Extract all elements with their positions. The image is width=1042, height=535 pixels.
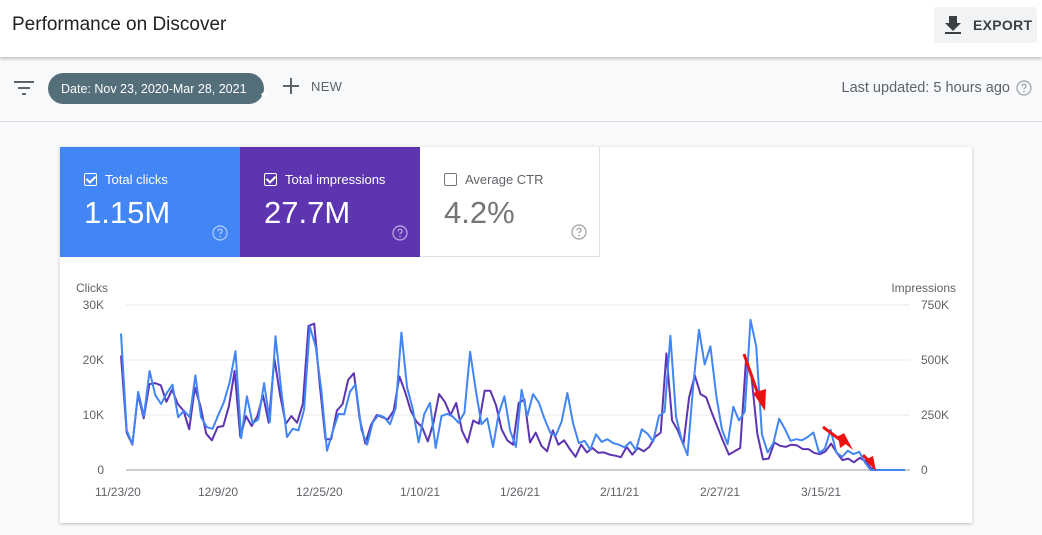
red-arrow-icon — [861, 453, 876, 471]
left-tick: 0 — [97, 463, 104, 477]
right-tick: 250K — [921, 408, 950, 422]
right-tick: 500K — [921, 353, 950, 367]
metric-value: 4.2% — [444, 195, 515, 230]
new-label: NEW — [311, 78, 343, 94]
clicks-checkbox[interactable] — [84, 173, 97, 186]
x-tick: 2/11/21 — [600, 485, 640, 499]
download-icon — [945, 16, 961, 34]
red-arrow-icon — [822, 425, 853, 450]
help-icon[interactable] — [392, 225, 408, 241]
impressions-checkbox[interactable] — [264, 173, 277, 186]
left-axis-title: Clicks — [76, 281, 108, 295]
plus-icon — [283, 78, 299, 94]
metric-total-clicks[interactable]: Total clicks 1.15M — [60, 147, 240, 257]
metric-value: 27.7M — [264, 195, 351, 230]
page-title: Performance on Discover — [12, 14, 227, 35]
metric-label: Total clicks — [105, 172, 168, 187]
right-axis-title: Impressions — [891, 281, 956, 295]
x-tick: 11/23/20 — [95, 485, 141, 499]
last-updated-text: Last updated: 5 hours ago — [841, 80, 1011, 96]
left-tick: 20K — [82, 353, 104, 367]
line-plot[interactable] — [60, 257, 972, 523]
last-updated: Last updated: 5 hours ago — [842, 80, 1033, 96]
ctr-checkbox[interactable] — [444, 173, 457, 186]
x-tick: 2/27/21 — [700, 485, 741, 499]
metric-label: Total impressions — [285, 172, 386, 187]
new-filter-button[interactable]: NEW — [283, 78, 342, 94]
page-header: Performance on Discover EXPORT — [0, 0, 1042, 57]
help-icon[interactable] — [1016, 80, 1032, 96]
metric-label: Average CTR — [465, 172, 544, 187]
x-tick: 3/15/21 — [801, 485, 842, 499]
filter-icon[interactable] — [14, 81, 34, 95]
left-tick: 30K — [82, 298, 104, 312]
performance-card: Total clicks 1.15M Total impressions 27.… — [60, 147, 972, 523]
filter-toolbar: Date: Nov 23, 2020-Mar 28, 2021 NEW Last… — [0, 57, 1042, 122]
metric-average-ctr[interactable]: Average CTR 4.2% — [420, 147, 600, 257]
performance-chart: Clicks Impressions 30K 20K 10K 0 750K 50… — [60, 257, 972, 523]
export-label: EXPORT — [973, 17, 1033, 33]
x-tick: 12/9/20 — [198, 485, 239, 499]
right-tick: 0 — [921, 463, 928, 477]
help-icon[interactable] — [571, 224, 587, 240]
left-tick: 10K — [82, 408, 104, 422]
metric-value: 1.15M — [84, 195, 171, 230]
metric-total-impressions[interactable]: Total impressions 27.7M — [240, 147, 420, 257]
x-tick: 12/25/20 — [296, 485, 343, 499]
export-button[interactable]: EXPORT — [934, 7, 1037, 43]
right-tick: 750K — [921, 298, 950, 312]
x-tick: 1/10/21 — [400, 485, 441, 499]
help-icon[interactable] — [212, 225, 228, 241]
red-arrow-icon — [742, 353, 766, 411]
x-tick: 1/26/21 — [500, 485, 541, 499]
date-filter-chip[interactable]: Date: Nov 23, 2020-Mar 28, 2021 — [48, 73, 264, 104]
